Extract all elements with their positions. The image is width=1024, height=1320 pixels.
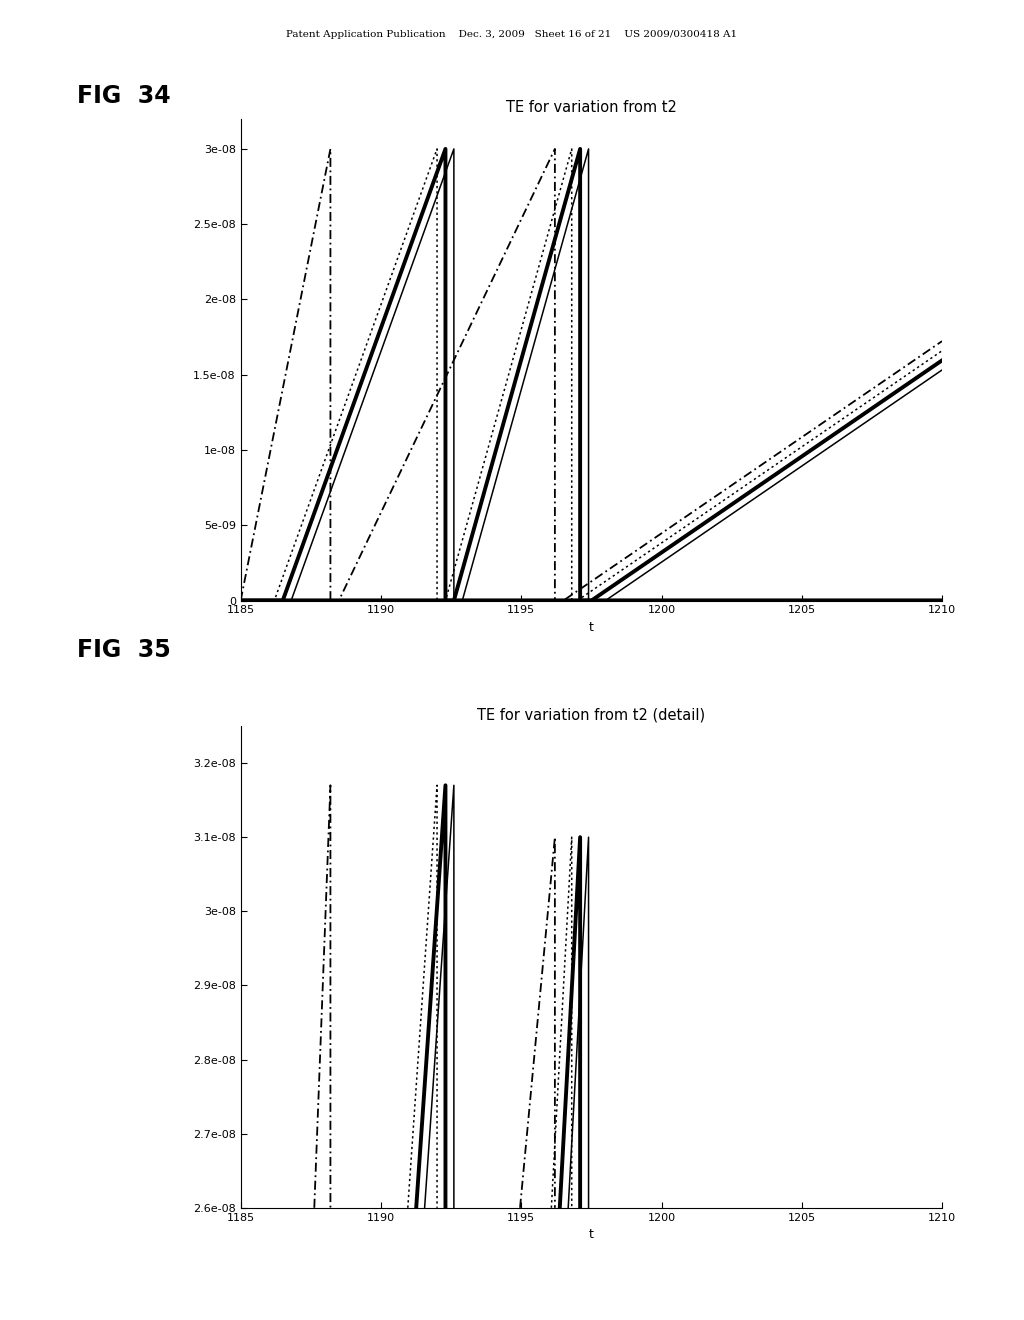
- Text: FIG  34: FIG 34: [77, 84, 170, 108]
- Title: TE for variation from t2 (detail): TE for variation from t2 (detail): [477, 708, 706, 722]
- X-axis label: t: t: [589, 620, 594, 634]
- Text: Patent Application Publication    Dec. 3, 2009   Sheet 16 of 21    US 2009/03004: Patent Application Publication Dec. 3, 2…: [287, 30, 737, 40]
- Title: TE for variation from t2: TE for variation from t2: [506, 100, 677, 115]
- X-axis label: t: t: [589, 1228, 594, 1241]
- Text: FIG  35: FIG 35: [77, 639, 171, 663]
